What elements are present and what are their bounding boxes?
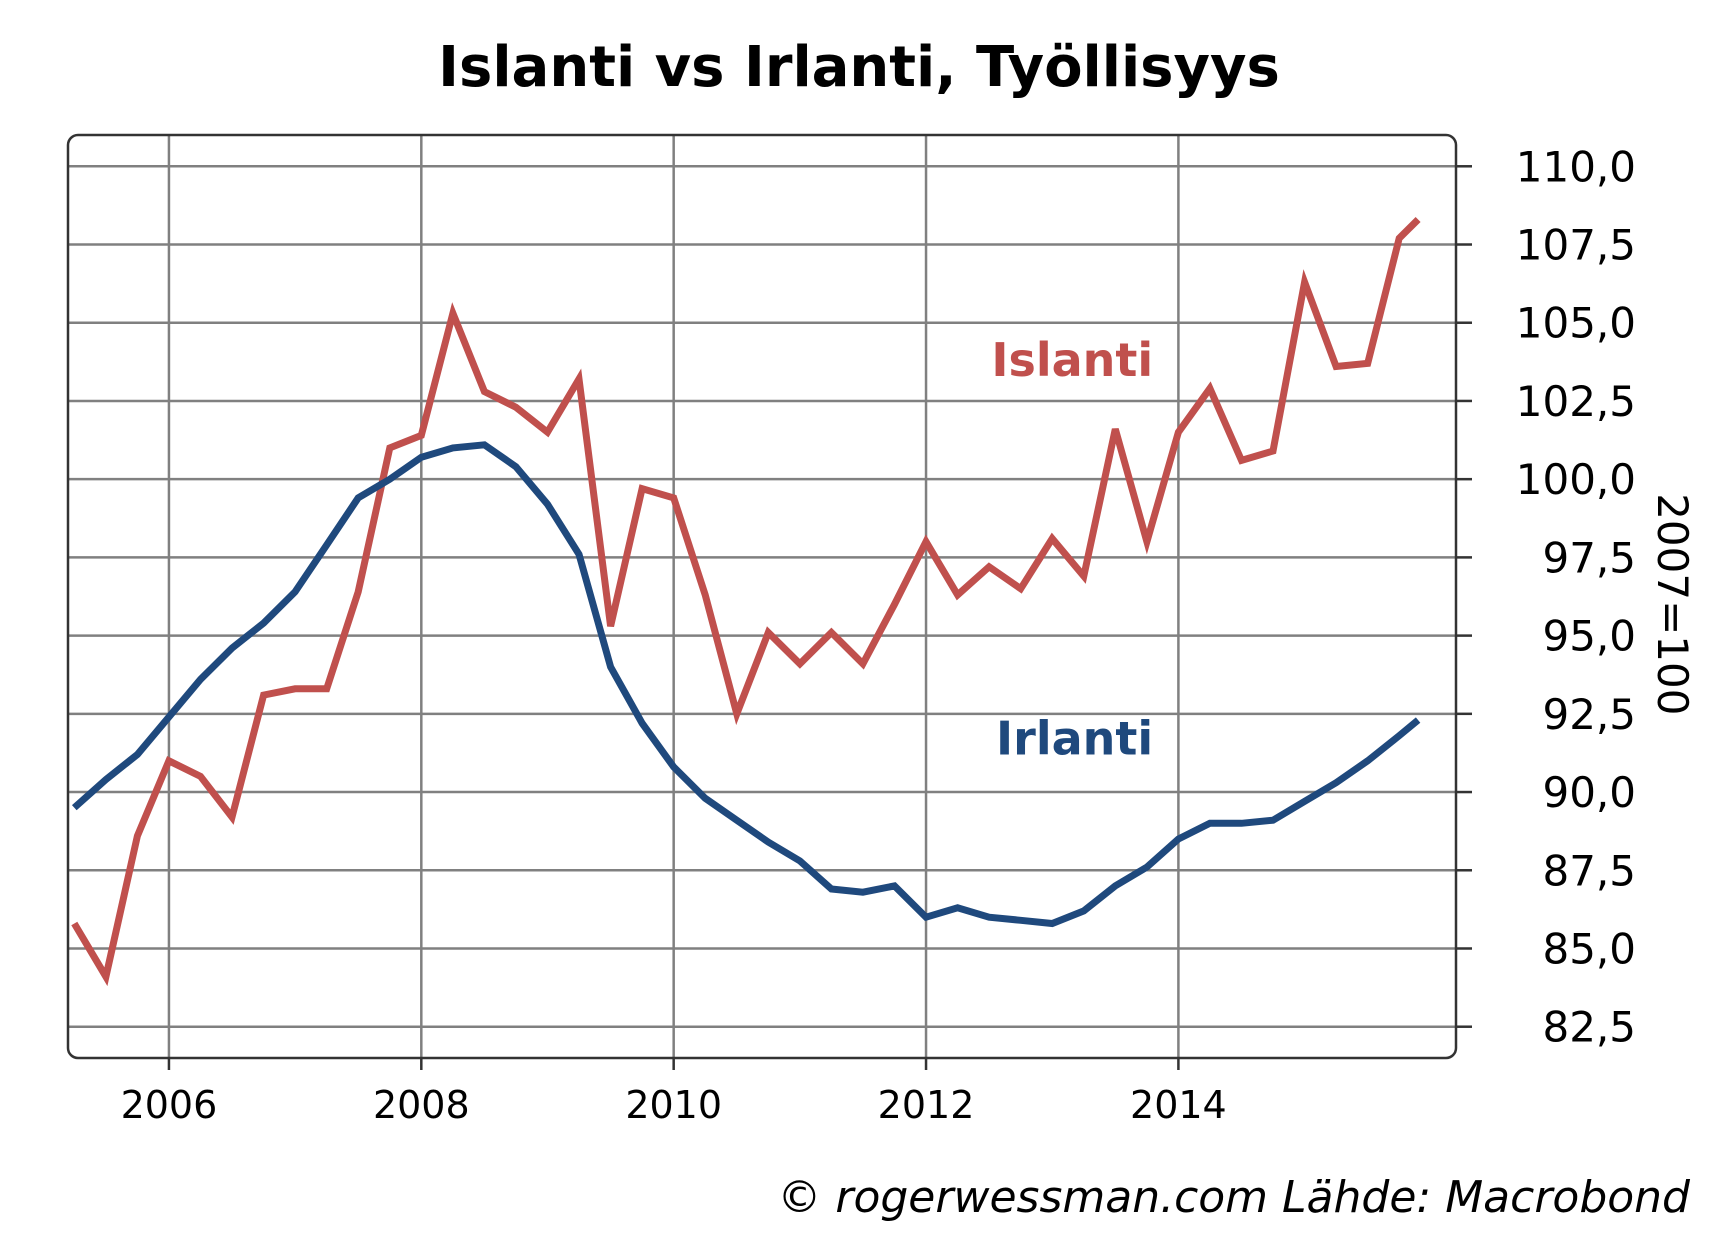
series-line-irlanti [71, 441, 1421, 928]
grid [68, 135, 1456, 1058]
y-tick-label: 92,5 [1542, 690, 1636, 739]
y-tick-label: 105,0 [1516, 299, 1636, 348]
series-lines [71, 217, 1421, 987]
series-label-islanti: Islanti [991, 333, 1153, 387]
source-note: © rogerwessman.com Lähde: Macrobond [777, 1172, 1691, 1223]
y-tick-label: 97,5 [1542, 533, 1636, 582]
y-tick-label: 107,5 [1516, 221, 1636, 270]
chart-title: Islanti vs Irlanti, Työllisyys [438, 35, 1280, 100]
x-tick-label: 2006 [121, 1083, 218, 1127]
y-tick-label: 102,5 [1516, 377, 1636, 426]
y-tick-label: 95,0 [1542, 612, 1636, 661]
plot-frame [66, 133, 1458, 1060]
y-tick-label: 100,0 [1516, 455, 1636, 504]
x-tick-label: 2010 [625, 1083, 722, 1127]
x-tick-label: 2014 [1130, 1083, 1227, 1127]
y-tick-label: 82,5 [1542, 1003, 1636, 1052]
y-tick-label: 85,0 [1542, 924, 1636, 973]
y-axis-label: 2007=100 [1648, 493, 1697, 715]
x-tick-label: 2012 [878, 1083, 975, 1127]
series-line-islanti [71, 217, 1421, 987]
y-tick-label: 110,0 [1516, 142, 1636, 191]
series-labels: Islanti Irlanti [991, 333, 1153, 766]
y-tick-label: 87,5 [1542, 846, 1636, 895]
x-tick-label: 2008 [373, 1083, 470, 1127]
y-tick-label: 90,0 [1542, 768, 1636, 817]
y-axis: 82,5 85,0 87,5 90,0 92,5 95,0 97,5 100,0 102,5 10… [1456, 142, 1636, 1052]
series-label-irlanti: Irlanti [996, 712, 1153, 766]
x-axis: 2006 2008 2010 2012 2014 [121, 1058, 1227, 1127]
